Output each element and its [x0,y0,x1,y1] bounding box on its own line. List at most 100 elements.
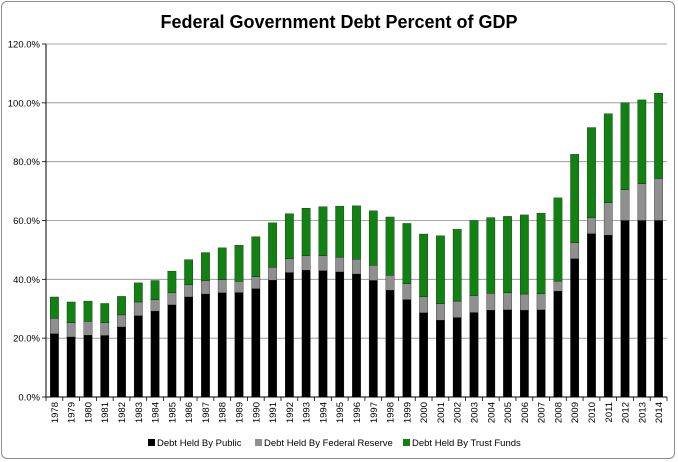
x-tick-label: 1995 [335,402,346,423]
bar-segment-debt-held-by-federal-reserve [184,284,194,298]
bar-segment-debt-held-by-public [385,290,395,398]
x-tick-label: 2007 [537,402,548,423]
x-tick-label: 2010 [587,402,598,423]
x-tick-label: 1990 [251,402,262,423]
bar-segment-debt-held-by-public [133,315,143,398]
bar-segment-debt-held-by-trust-funds [117,296,126,316]
legend-swatch [148,439,155,446]
bar-segment-debt-held-by-federal-reserve [150,299,160,312]
bar-segment-debt-held-by-trust-funds [83,300,93,322]
x-tick-label: 2000 [419,402,430,423]
y-tick-label: 0.0% [18,393,40,404]
bar-segment-debt-held-by-federal-reserve [133,301,143,316]
bar-segment-debt-held-by-federal-reserve [251,276,261,289]
bar-segment-debt-held-by-trust-funds [385,216,395,276]
bars [50,92,663,398]
bar-segment-debt-held-by-public [150,310,160,398]
x-tick-label: 1981 [100,402,111,423]
bar-segment-debt-held-by-public [117,326,126,398]
bar-segment-debt-held-by-public [201,293,210,398]
bar-segment-debt-held-by-public [402,299,412,398]
x-tick-label: 1991 [268,402,279,423]
y-tick-labels: 0.0% 20.0% 40.0% 60.0% 80.0% 100.0% 120.0% [8,40,41,404]
bar-segment-debt-held-by-federal-reserve [452,300,462,318]
bar-segment-debt-held-by-trust-funds [570,154,580,243]
bar-segment-debt-held-by-federal-reserve [536,293,546,311]
bar-segment-debt-held-by-federal-reserve [368,265,378,281]
bar-segment-debt-held-by-federal-reserve [587,217,596,234]
y-tick-label: 100.0% [8,98,41,109]
bar-segment-debt-held-by-federal-reserve [285,258,294,273]
bar-segment-debt-held-by-public [436,320,445,398]
bar-segment-debt-held-by-federal-reserve [318,255,328,271]
x-tick-label: 1986 [184,402,195,423]
bar-segment-debt-held-by-trust-funds [469,220,479,296]
x-tick-label: 1979 [67,402,78,423]
bar-segment-debt-held-by-public [318,270,328,398]
bar-segment-debt-held-by-public [620,220,630,398]
bar-segment-debt-held-by-trust-funds [133,282,143,303]
bar-segment-debt-held-by-trust-funds [637,99,647,184]
bar-segment-debt-held-by-federal-reserve [503,292,512,311]
bar-segment-debt-held-by-trust-funds [452,229,462,302]
bar-segment-debt-held-by-public [368,280,378,398]
bar-segment-debt-held-by-federal-reserve [419,296,428,314]
bar-segment-debt-held-by-federal-reserve [234,281,244,293]
x-tick-label: 2009 [570,402,581,423]
bar-segment-debt-held-by-federal-reserve [352,259,361,275]
x-tick-label: 1978 [50,402,61,423]
x-tick-label: 1983 [134,402,145,423]
bar-segment-debt-held-by-trust-funds [402,223,412,284]
x-tick-label: 1992 [285,402,296,423]
bar-segment-debt-held-by-trust-funds [419,233,428,297]
x-tick-label: 1997 [369,402,380,423]
bar-segment-debt-held-by-public [603,235,613,398]
bar-segment-debt-held-by-trust-funds [217,247,227,280]
x-tick-label: 2004 [486,402,497,423]
bar-segment-debt-held-by-trust-funds [268,222,277,268]
x-tick-label: 1998 [386,402,397,423]
x-tick-label: 2013 [637,402,648,423]
chart-title: Federal Government Debt Percent of GDP [160,12,517,32]
legend: Debt Held By Public Debt Held By Federal … [148,438,521,449]
x-tick-label: 1989 [235,402,246,423]
x-tick-label: 2011 [604,402,615,422]
bar-segment-debt-held-by-trust-funds [318,206,328,256]
bar-segment-debt-held-by-federal-reserve [436,303,445,321]
x-tick-label: 1999 [402,402,413,423]
bar-segment-debt-held-by-federal-reserve [385,275,395,291]
bar-segment-debt-held-by-public [184,296,194,398]
bar-segment-debt-held-by-trust-funds [335,205,345,258]
bar-segment-debt-held-by-federal-reserve [402,283,412,300]
bar-segment-debt-held-by-public [637,220,647,398]
bar-segment-debt-held-by-federal-reserve [620,189,630,221]
bar-segment-debt-held-by-public [570,258,580,398]
bar-segment-debt-held-by-trust-funds [167,270,177,294]
bar-segment-debt-held-by-public [83,335,93,398]
x-tick-label: 2012 [621,402,632,423]
bar-segment-debt-held-by-trust-funds [234,245,244,282]
bar-segment-debt-held-by-trust-funds [603,113,613,203]
bar-segment-debt-held-by-federal-reserve [201,280,210,295]
bar-segment-debt-held-by-trust-funds [301,207,311,256]
bar-segment-debt-held-by-public [469,312,479,398]
legend-item: Debt Held By Public [148,438,242,449]
x-tick-label: 2005 [503,402,514,423]
x-tick-label: 1985 [167,402,178,423]
bar-segment-debt-held-by-trust-funds [368,210,378,266]
bar-segment-debt-held-by-trust-funds [184,259,194,285]
legend-swatch [403,439,410,446]
x-tick-label: 1988 [218,402,229,423]
bar-segment-debt-held-by-federal-reserve [654,178,663,221]
bar-segment-debt-held-by-public [335,271,345,398]
x-tick-label: 2002 [453,402,464,423]
x-tick-label: 2014 [654,402,665,423]
bar-segment-debt-held-by-public [285,272,294,398]
grid-lines [46,43,667,339]
legend-item: Debt Held By Trust Funds [403,438,521,449]
bar-segment-debt-held-by-federal-reserve [301,255,311,271]
bar-segment-debt-held-by-federal-reserve [486,293,496,311]
x-tick-label: 2008 [553,402,564,423]
bar-segment-debt-held-by-public [419,312,428,398]
bar-segment-debt-held-by-federal-reserve [100,322,110,336]
